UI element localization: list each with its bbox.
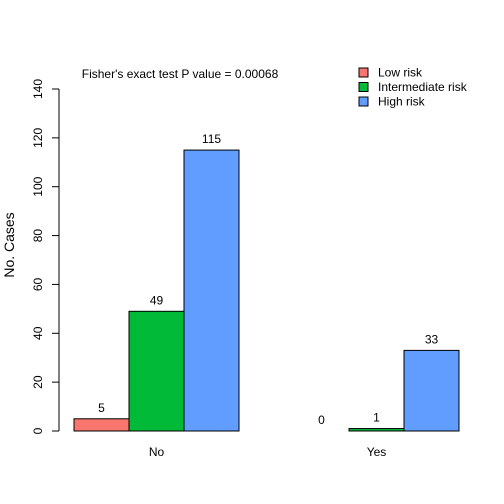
bar-value-label: 49 xyxy=(150,293,164,307)
x-category-label: Yes xyxy=(367,445,387,459)
y-tick-label: 120 xyxy=(31,128,45,148)
y-tick-label: 40 xyxy=(31,326,45,340)
y-tick-label: 60 xyxy=(31,277,45,291)
bar-value-label: 0 xyxy=(318,413,325,427)
bars: 5 49 115 0 1 33 xyxy=(73,132,460,432)
y-axis: 0 20 40 60 80 100 120 140 xyxy=(31,79,60,434)
y-tick-label: 20 xyxy=(31,375,45,389)
bar-value-label: 115 xyxy=(202,132,221,146)
bar-value-label: 33 xyxy=(425,332,439,346)
legend-swatch xyxy=(358,82,369,92)
bar-no-1 xyxy=(128,310,185,432)
legend-swatch xyxy=(358,96,369,107)
bar-yes-1 xyxy=(348,428,405,432)
y-tick-label: 80 xyxy=(31,229,45,243)
legend-label: Low risk xyxy=(378,66,423,80)
bar-no-2 xyxy=(183,149,240,432)
bar-yes-2 xyxy=(403,349,460,432)
legend-label: Intermediate risk xyxy=(378,80,468,94)
y-tick-label: 0 xyxy=(31,427,45,434)
y-tick-label: 100 xyxy=(31,176,45,196)
legend-label: High risk xyxy=(378,95,426,109)
bar-no-0 xyxy=(73,418,130,432)
y-tick-label: 140 xyxy=(31,79,45,99)
legend-swatch xyxy=(358,67,369,78)
x-axis-labels: No Yes xyxy=(149,445,386,459)
y-axis-title: No. Cases xyxy=(1,212,17,277)
p-value-annotation: Fisher's exact test P value = 0.00068 xyxy=(82,67,279,81)
bar-value-label: 1 xyxy=(373,411,380,425)
x-category-label: No xyxy=(149,445,165,459)
bar-value-label: 5 xyxy=(98,401,105,415)
